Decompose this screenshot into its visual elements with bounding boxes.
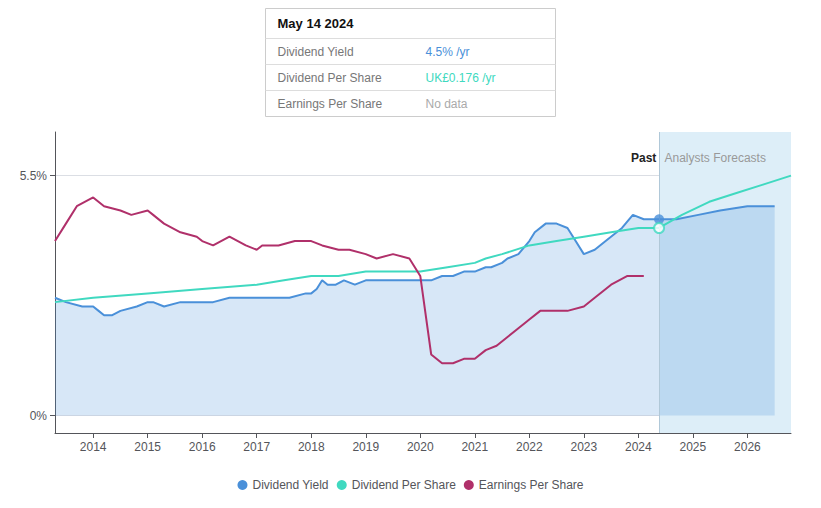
svg-text:Earnings Per Share: Earnings Per Share xyxy=(479,478,584,492)
svg-text:Dividend Yield: Dividend Yield xyxy=(278,45,354,59)
svg-text:Dividend Per Share: Dividend Per Share xyxy=(278,71,382,85)
svg-text:2026: 2026 xyxy=(734,440,761,454)
svg-text:2018: 2018 xyxy=(298,440,325,454)
svg-text:2017: 2017 xyxy=(243,440,270,454)
svg-text:2022: 2022 xyxy=(516,440,543,454)
svg-text:2025: 2025 xyxy=(680,440,707,454)
svg-text:Past: Past xyxy=(631,151,656,165)
svg-text:2015: 2015 xyxy=(134,440,161,454)
svg-text:2020: 2020 xyxy=(407,440,434,454)
svg-text:2014: 2014 xyxy=(80,440,107,454)
svg-text:Earnings Per Share: Earnings Per Share xyxy=(278,97,383,111)
svg-text:Analysts Forecasts: Analysts Forecasts xyxy=(665,151,766,165)
svg-text:4.5% /yr: 4.5% /yr xyxy=(426,45,470,59)
svg-text:May 14 2024: May 14 2024 xyxy=(278,16,355,31)
svg-text:5.5%: 5.5% xyxy=(20,169,48,183)
svg-text:Dividend Per Share: Dividend Per Share xyxy=(352,478,456,492)
svg-text:Dividend Yield: Dividend Yield xyxy=(252,478,328,492)
svg-text:2021: 2021 xyxy=(461,440,488,454)
svg-text:No data: No data xyxy=(426,97,468,111)
svg-text:UK£0.176 /yr: UK£0.176 /yr xyxy=(426,71,496,85)
svg-text:2019: 2019 xyxy=(352,440,379,454)
svg-text:0%: 0% xyxy=(30,409,48,423)
svg-text:2024: 2024 xyxy=(625,440,652,454)
svg-text:2023: 2023 xyxy=(570,440,597,454)
svg-text:2016: 2016 xyxy=(189,440,216,454)
